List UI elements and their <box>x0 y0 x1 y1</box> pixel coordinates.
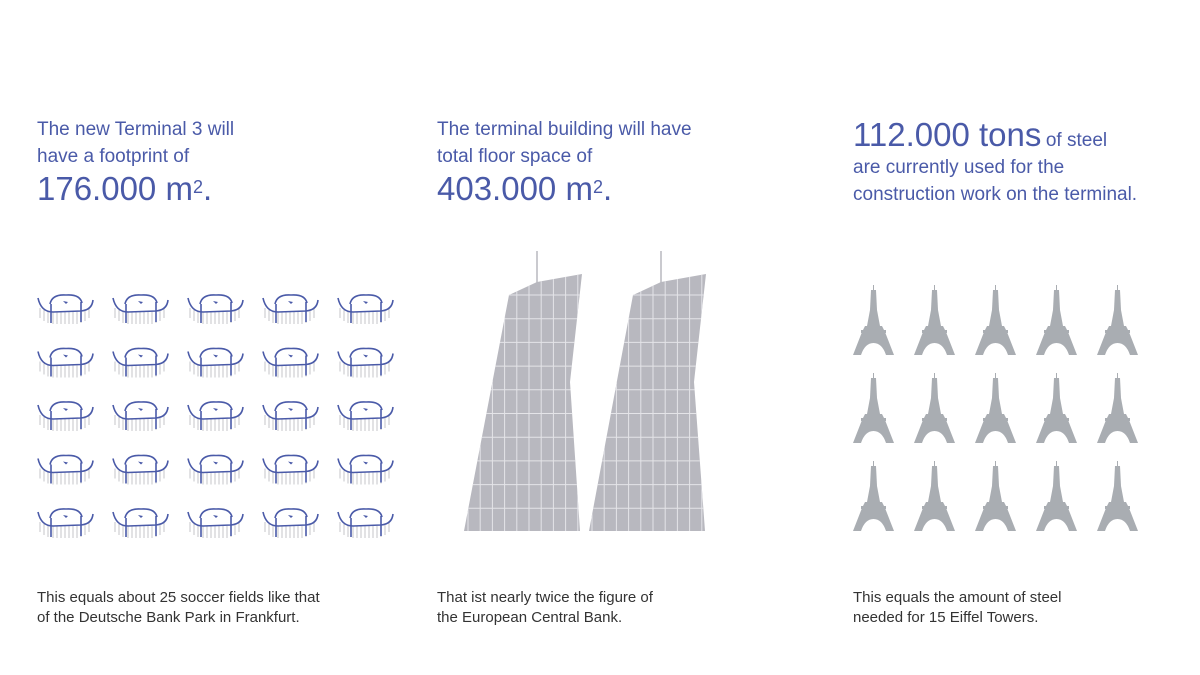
eiffel-tower-icon <box>975 285 1016 355</box>
stadium-icon <box>337 347 394 379</box>
stadium-icon <box>37 454 94 486</box>
stadium-icon <box>112 347 169 379</box>
stadium-icon <box>112 508 169 539</box>
stadium-icon <box>37 401 94 432</box>
stadium-icon <box>37 508 94 539</box>
stadium-icon <box>262 294 319 325</box>
footprint-caption: This equals about 25 soccer fields like … <box>37 589 320 626</box>
stadium-icon <box>337 454 394 486</box>
stadium-icon <box>37 294 94 325</box>
stadium-icon <box>262 347 319 379</box>
stadium-icon <box>112 401 169 432</box>
steel-heading: 112.000 tons of steel are currently used… <box>853 116 1138 205</box>
eiffel-tower-icon <box>1036 373 1077 443</box>
stadium-icon <box>112 454 169 486</box>
floor-space-caption: That ist nearly twice the figure of the E… <box>437 589 653 626</box>
stadium-icon <box>262 454 319 486</box>
eiffel-tower-icon <box>853 461 894 531</box>
stadium-icon <box>337 294 394 325</box>
skyscraper-pair <box>464 251 706 531</box>
skyscraper-icon <box>464 251 582 531</box>
stadium-icon <box>262 401 319 432</box>
stadium-icon <box>187 401 244 432</box>
eiffel-tower-icon <box>914 373 955 443</box>
steel-figure: 112.000 tons of steel <box>853 116 1108 153</box>
eiffel-tower-icon <box>914 461 955 531</box>
footprint-heading: The new Terminal 3 will have a footprint… <box>37 119 235 207</box>
eiffel-tower-icon <box>1097 461 1138 531</box>
stadium-icon <box>187 454 244 486</box>
stadium-icon <box>262 508 319 539</box>
eiffel-tower-icon <box>975 373 1016 443</box>
eiffel-tower-icon <box>1036 285 1077 355</box>
floor-space-heading: The terminal building will have total fl… <box>437 119 692 207</box>
footprint-figure: 176.000 m2. <box>37 170 213 207</box>
eiffel-tower-icon <box>975 461 1016 531</box>
eiffel-tower-icon <box>853 373 894 443</box>
stadium-icon <box>337 508 394 539</box>
stadium-icon <box>187 508 244 539</box>
stadium-grid <box>37 294 394 539</box>
eiffel-tower-icon <box>853 285 894 355</box>
steel-caption: This equals the amount of steel needed fo… <box>853 589 1062 626</box>
eiffel-tower-icon <box>914 285 955 355</box>
skyscraper-icon <box>589 251 706 531</box>
stadium-icon <box>187 294 244 325</box>
stadium-icon <box>337 401 394 432</box>
eiffel-tower-icon <box>1097 285 1138 355</box>
eiffel-tower-grid <box>853 285 1138 531</box>
eiffel-tower-icon <box>1097 373 1138 443</box>
stadium-icon <box>37 347 94 379</box>
eiffel-tower-icon <box>1036 461 1077 531</box>
stadium-icon <box>187 347 244 379</box>
floor-space-figure: 403.000 m2. <box>437 170 613 207</box>
stadium-icon <box>112 294 169 325</box>
